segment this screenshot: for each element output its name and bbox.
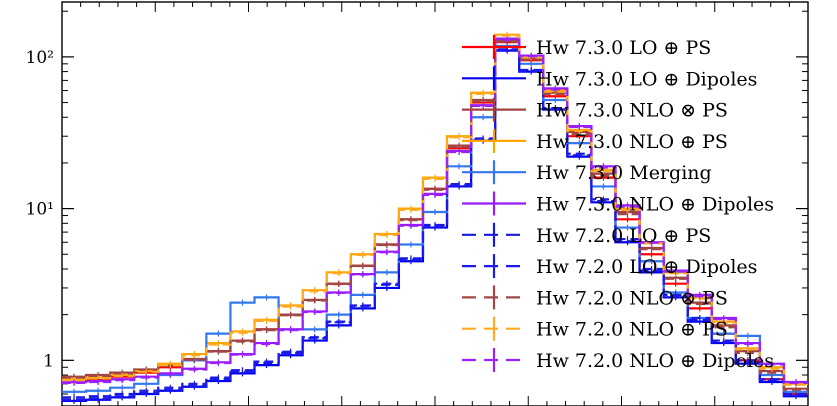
legend-label: Hw 7.2.0 NLO ⊗ PS — [536, 287, 728, 309]
y-tick-label: 10² — [26, 48, 54, 68]
legend-label: Hw 7.3.0 NLO ⊗ PS — [536, 100, 728, 122]
legend-label: Hw 7.3.0 LO ⊕ PS — [536, 37, 711, 59]
legend-entry: Hw 7.2.0 NLO ⊗ PS — [462, 285, 728, 310]
legend-entry: Hw 7.2.0 LO ⊕ Dipoles — [462, 254, 757, 279]
y-tick-label: 10¹ — [26, 200, 54, 220]
legend-entry: Hw 7.3.0 LO ⊕ Dipoles — [462, 66, 757, 91]
legend-label: Hw 7.2.0 NLO ⊕ Dipoles — [536, 350, 774, 372]
legend-entry: Hw 7.2.0 NLO ⊕ Dipoles — [462, 348, 774, 372]
legend: Hw 7.3.0 LO ⊕ PS Hw 7.3.0 LO ⊕ Dipoles Hw … — [462, 35, 774, 372]
legend-entry: Hw 7.3.0 NLO ⊕ PS — [462, 128, 728, 153]
legend-label: Hw 7.3.0 NLO ⊕ Dipoles — [536, 194, 774, 216]
legend-label: Hw 7.2.0 NLO ⊕ PS — [536, 319, 728, 341]
y-tick-label: 1 — [43, 351, 54, 371]
series-layer — [62, 31, 808, 404]
legend-label: Hw 7.3.0 NLO ⊕ PS — [536, 131, 728, 153]
series-line-1 — [62, 41, 808, 396]
x-tick-marks — [61, 2, 809, 406]
legend-label: Hw 7.2.0 LO ⊕ PS — [536, 225, 711, 247]
legend-entry: Hw 7.3.0 NLO ⊗ PS — [462, 97, 728, 122]
legend-label: Hw 7.2.0 LO ⊕ Dipoles — [536, 256, 757, 278]
legend-entry: Hw 7.2.0 NLO ⊕ PS — [462, 316, 728, 341]
legend-entry: Hw 7.2.0 LO ⊕ PS — [462, 222, 711, 247]
y-ticks: 1 10¹ 10² — [26, 10, 808, 406]
legend-entry: Hw 7.3.0 NLO ⊕ Dipoles — [462, 191, 774, 216]
legend-label: Hw 7.3.0 LO ⊕ Dipoles — [536, 68, 757, 90]
legend-label: Hw 7.3.0 Merging — [536, 162, 712, 184]
legend-entry: Hw 7.3.0 Merging — [462, 160, 712, 185]
legend-entry: Hw 7.3.0 LO ⊕ PS — [462, 35, 711, 59]
